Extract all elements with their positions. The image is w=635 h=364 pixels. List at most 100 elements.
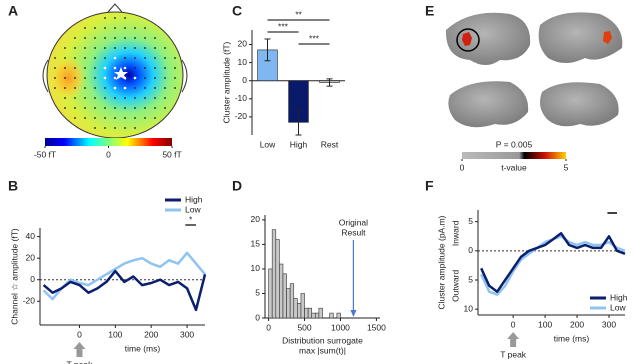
electrode [144, 117, 146, 119]
y-tick-label: -20 [235, 111, 248, 121]
histogram-bar [329, 312, 334, 319]
cluster-blob [462, 32, 472, 46]
legend-label: Low [610, 302, 626, 312]
electrode [114, 37, 116, 39]
x-axis-label: max |sum(t)| [299, 345, 346, 355]
electrode [64, 57, 66, 59]
electrode [74, 67, 76, 69]
electrode [103, 66, 107, 70]
electrode [154, 67, 156, 69]
electrode [84, 77, 86, 79]
cluster-circle [456, 28, 480, 52]
electrode [54, 67, 56, 69]
electrode [64, 67, 66, 69]
histogram-bar [297, 302, 302, 319]
electrode [114, 97, 116, 99]
y-tick-label: 10 [251, 263, 261, 273]
brain-left-medial [448, 81, 529, 128]
colorbar [45, 138, 172, 146]
x-tick-label: 0 [266, 322, 271, 332]
electrode [124, 107, 126, 109]
electrode [154, 47, 156, 49]
electrode [114, 107, 116, 109]
y-tick-label: 0 [468, 245, 473, 255]
electrode [144, 97, 146, 99]
brain-right-lateral [538, 12, 623, 63]
error-bar [326, 78, 333, 87]
y-axis-label: Cluster amplitude (fT) [221, 41, 231, 123]
electrode [104, 87, 106, 89]
electrode [164, 67, 166, 69]
x-tick-label: 0 [77, 329, 82, 339]
histogram-bar [289, 283, 295, 319]
electrode [164, 107, 166, 109]
electrode [114, 127, 116, 129]
panel-label: F [425, 178, 434, 194]
y-tick-label: 20 [26, 252, 36, 262]
y-tick-label: 0 [242, 75, 247, 85]
electrode [104, 47, 106, 49]
electrode [104, 27, 106, 29]
electrode [94, 117, 96, 119]
electrode [134, 87, 136, 89]
y-axis-label: Channel ☆ amplitude (fT) [9, 228, 19, 325]
histogram-bar [315, 312, 320, 319]
nose [107, 3, 123, 13]
electrode [174, 77, 176, 79]
electrode [154, 87, 156, 89]
electrode [64, 97, 66, 99]
panel-label: D [232, 178, 242, 194]
x-axis-label: Distribution surrogate [282, 335, 363, 345]
electrode [94, 67, 96, 69]
electrode [134, 67, 136, 69]
x-tick-label: Low [260, 139, 276, 149]
event-label: T peak [67, 359, 94, 364]
y-tick-label: 20 [251, 214, 261, 224]
x-tick-label: 0 [511, 319, 516, 329]
legend-label: High [185, 194, 203, 204]
electrode [124, 27, 126, 29]
ear [181, 59, 188, 93]
y-tick-label: 10 [238, 57, 248, 67]
outward-label: Outward [450, 269, 460, 301]
inward-label: Inward [450, 220, 460, 246]
electrode [124, 57, 126, 59]
brains [445, 12, 623, 159]
x-tick-label: 1500 [367, 322, 386, 332]
electrode [113, 56, 117, 60]
electrode [164, 47, 166, 49]
significance-label: *** [309, 33, 320, 43]
electrode [154, 117, 156, 119]
annotation: Original [339, 217, 368, 227]
electrode [104, 17, 106, 19]
electrode [134, 117, 136, 119]
y-tick-label: -20 [23, 296, 36, 306]
electrode [133, 76, 137, 80]
electrode [134, 47, 136, 49]
y-tick-label: 5 [468, 216, 473, 226]
electrode [94, 127, 96, 129]
event-label: T peak [500, 349, 527, 359]
electrode [94, 47, 96, 49]
y-tick-label: 5 [468, 274, 473, 284]
electrode [124, 17, 126, 19]
histogram-bar [293, 298, 298, 319]
x-tick-label: 200 [144, 329, 158, 339]
cluster-blob [603, 31, 612, 44]
electrode [164, 77, 166, 79]
y-tick-label: 40 [26, 231, 36, 241]
panel-label: B [8, 178, 18, 194]
electrode [84, 117, 86, 119]
electrode [104, 57, 106, 59]
electrode [103, 76, 107, 80]
electrode [144, 77, 146, 79]
electrode [123, 86, 127, 90]
electrode [64, 107, 66, 109]
electrode [113, 66, 117, 70]
electrode [154, 77, 156, 79]
electrode [94, 107, 96, 109]
x-axis-label: time (ms) [125, 343, 161, 353]
electrode [94, 77, 96, 79]
electrode [54, 77, 56, 79]
electrode [74, 107, 76, 109]
